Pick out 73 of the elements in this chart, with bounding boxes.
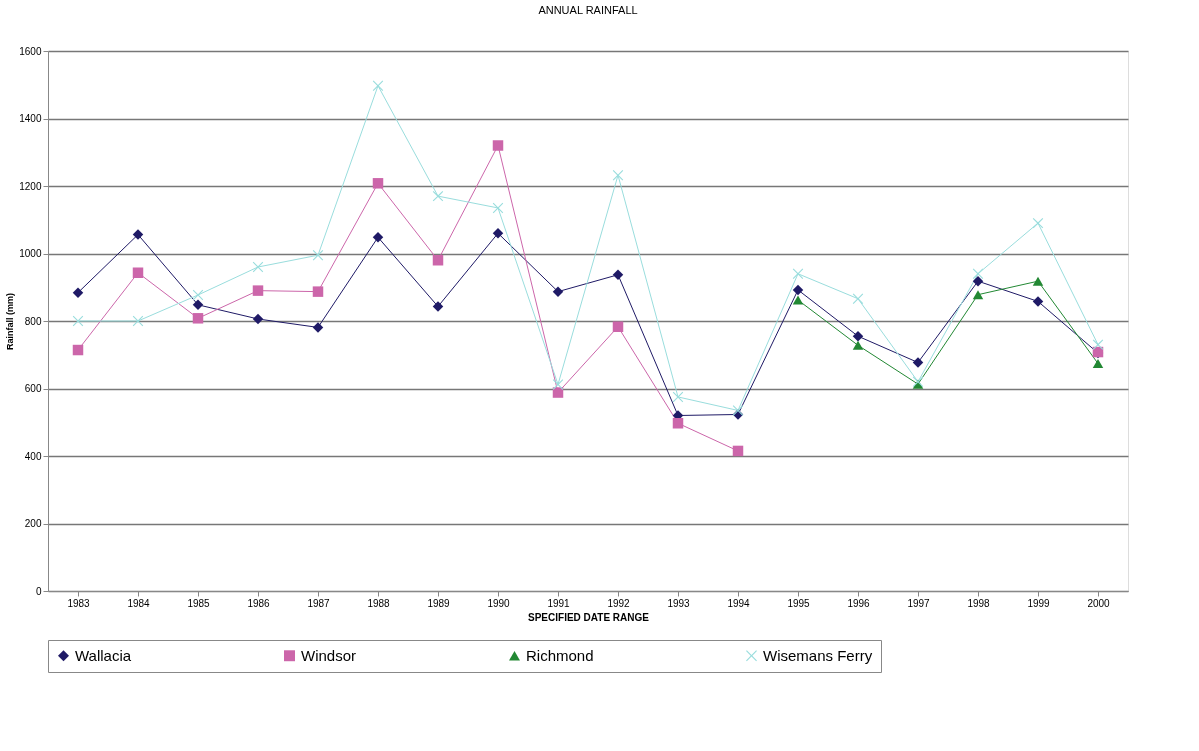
point [732,445,744,457]
legend-label: Richmond [526,646,594,664]
point [972,268,984,279]
x-tick-label: 1984 [127,597,151,609]
point [312,322,324,333]
legend-label: Windsor [301,646,357,664]
point [372,80,384,92]
y-tick-label: 0 [35,585,42,597]
y-tick-label: 1400 [19,113,42,124]
point [132,267,144,278]
point [1092,358,1104,369]
point [72,287,84,298]
y-tick-label: 1000 [19,248,42,259]
point [252,285,264,296]
x-tick-label: 1996 [847,597,871,609]
x-tick-label: 1987 [307,597,331,609]
x-tick-label: 1986 [247,597,271,609]
point [732,405,744,416]
y-tick-label: 200 [24,518,42,529]
point [192,299,204,311]
point [972,275,984,287]
y-tick-label: 800 [24,315,42,327]
x-tick-label: 1998 [967,597,991,609]
point [672,418,684,429]
x-tick-label: 1992 [607,597,631,609]
point [612,321,624,332]
point [552,387,564,398]
point [192,313,204,324]
x-tick-label: 1988 [367,597,391,609]
point [972,290,984,300]
point [852,330,864,342]
point [612,269,624,281]
x-tick-label: 1999 [1027,597,1051,609]
point [852,340,864,350]
y-tick-label: 1200 [19,180,42,192]
x-axis-title: SPECIFIED DATE RANGE [528,611,650,623]
legend-label: Wisemans Ferry [763,646,873,664]
point [252,313,264,325]
point [912,357,924,368]
x-tick-label: 1997 [907,597,931,609]
legend-label: Wallacia [75,646,132,664]
point [552,286,564,297]
point [792,284,804,296]
y-tick-label: 1600 [19,45,42,57]
point [1032,276,1044,286]
point [372,232,384,243]
x-tick-label: 1993 [667,597,691,609]
x-tick-label: 2000 [1087,597,1111,609]
x-tick-label: 1995 [787,597,811,609]
x-tick-label: 1983 [67,597,91,609]
point [132,229,144,240]
point [432,255,444,266]
x-tick-label: 1989 [427,597,451,609]
y-tick-label: 600 [24,383,42,394]
chart-title: ANNUAL RAINFALL [538,4,638,16]
point [72,344,84,356]
x-tick-label: 1991 [547,597,571,609]
x-tick-label: 1985 [187,597,211,609]
y-tick-label: 400 [24,450,42,462]
point [492,228,504,239]
point [492,140,504,151]
point [372,178,384,189]
x-tick-label: 1990 [487,597,511,609]
point [552,379,564,390]
point [792,295,804,305]
point [312,286,324,297]
y-axis-title: Rainfall (mm) [5,292,16,351]
point [432,301,444,312]
point [1092,339,1104,350]
point [1032,296,1044,307]
point [792,268,804,279]
point [852,293,864,304]
x-tick-label: 1994 [727,597,751,609]
